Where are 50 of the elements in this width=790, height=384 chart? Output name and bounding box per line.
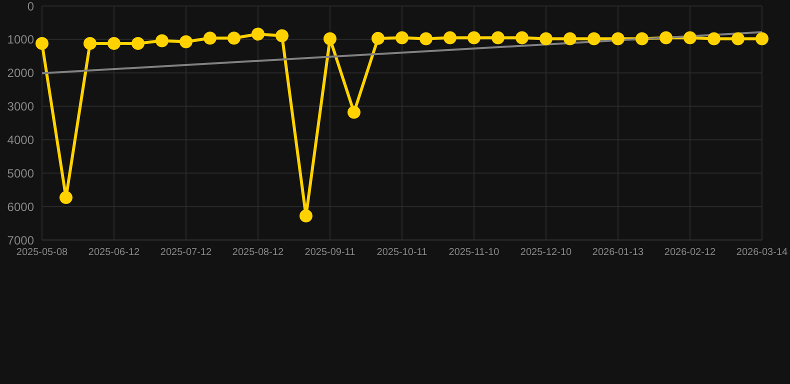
point bbox=[84, 36, 96, 50]
y-tick-label: 5000 bbox=[7, 166, 34, 180]
point bbox=[300, 209, 312, 222]
point bbox=[612, 32, 624, 46]
x-tick-label: 2026-03-14 bbox=[736, 247, 788, 258]
point bbox=[252, 28, 264, 41]
x-tick-label: 2026-01-13 bbox=[592, 247, 644, 258]
x-tick-label: 2025-12-10 bbox=[520, 247, 572, 258]
point bbox=[228, 32, 240, 45]
x-tick-label: 2025-05-08 bbox=[16, 247, 68, 258]
x-tick-label: 2025-07-12 bbox=[160, 247, 212, 258]
point bbox=[204, 32, 216, 45]
x-tick-label: 2025-06-12 bbox=[88, 247, 140, 258]
y-tick-label: 0 bbox=[27, 0, 34, 14]
point bbox=[420, 32, 432, 46]
point bbox=[588, 32, 600, 46]
point bbox=[276, 29, 288, 42]
x-tick-label: 2025-08-12 bbox=[232, 247, 284, 258]
point bbox=[396, 31, 408, 44]
y-tick-label: 2000 bbox=[7, 66, 34, 80]
y-tick-label: 3000 bbox=[7, 100, 34, 114]
point bbox=[36, 36, 48, 50]
y-tick-label: 4000 bbox=[7, 132, 34, 147]
point bbox=[156, 34, 168, 48]
x-tick-label: 2026-02-12 bbox=[664, 247, 716, 258]
point bbox=[684, 31, 696, 44]
point bbox=[660, 31, 672, 44]
y-tick-label: 6000 bbox=[7, 200, 34, 214]
point bbox=[60, 191, 72, 204]
point bbox=[108, 36, 120, 50]
x-tick-label: 2025-09-11 bbox=[304, 247, 356, 258]
y-tick-label: 7000 bbox=[7, 233, 34, 248]
point bbox=[180, 35, 192, 48]
point bbox=[492, 31, 504, 44]
point bbox=[132, 36, 144, 50]
point bbox=[708, 32, 720, 46]
point bbox=[756, 32, 768, 46]
point bbox=[348, 106, 360, 119]
point bbox=[468, 31, 480, 44]
point bbox=[324, 32, 336, 46]
point bbox=[732, 32, 744, 46]
point bbox=[540, 32, 552, 46]
point bbox=[564, 32, 576, 46]
point bbox=[516, 31, 528, 44]
x-tick-label: 2025-11-10 bbox=[448, 247, 500, 258]
point bbox=[444, 31, 456, 44]
x-tick-label: 2025-10-11 bbox=[376, 247, 428, 258]
point bbox=[372, 32, 384, 45]
y-tick-label: 1000 bbox=[7, 32, 34, 47]
point bbox=[636, 32, 648, 46]
